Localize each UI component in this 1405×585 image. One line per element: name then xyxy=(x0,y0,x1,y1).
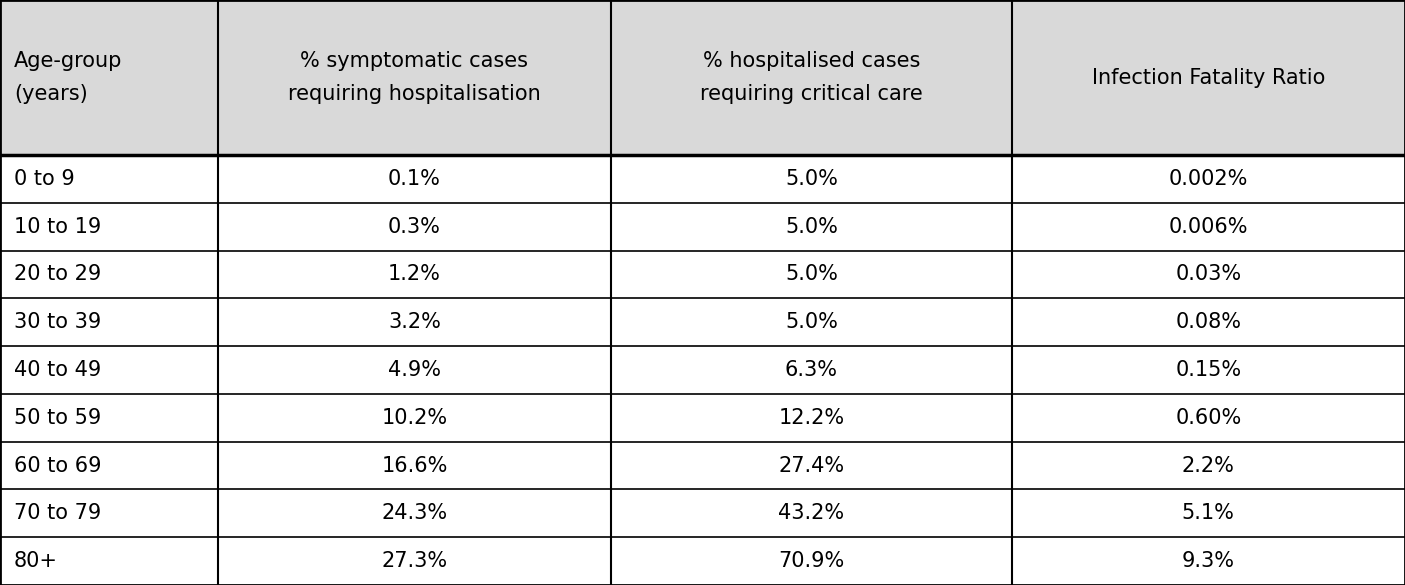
Text: 9.3%: 9.3% xyxy=(1182,551,1235,571)
Text: 16.6%: 16.6% xyxy=(381,456,448,476)
Text: 50 to 59: 50 to 59 xyxy=(14,408,101,428)
Bar xyxy=(0,0,1405,155)
Text: 4.9%: 4.9% xyxy=(388,360,441,380)
Text: 2.2%: 2.2% xyxy=(1182,456,1235,476)
Text: 0.3%: 0.3% xyxy=(388,216,441,237)
Text: 30 to 39: 30 to 39 xyxy=(14,312,101,332)
Text: % symptomatic cases
requiring hospitalisation: % symptomatic cases requiring hospitalis… xyxy=(288,51,541,104)
Text: 0.006%: 0.006% xyxy=(1169,216,1248,237)
Text: Age-group
(years): Age-group (years) xyxy=(14,51,122,104)
Text: 80+: 80+ xyxy=(14,551,58,571)
Text: 0.15%: 0.15% xyxy=(1175,360,1242,380)
Text: 0.03%: 0.03% xyxy=(1175,264,1242,284)
Text: 5.0%: 5.0% xyxy=(785,264,837,284)
Text: 70 to 79: 70 to 79 xyxy=(14,503,101,524)
Text: Infection Fatality Ratio: Infection Fatality Ratio xyxy=(1092,67,1325,88)
Text: 0.08%: 0.08% xyxy=(1176,312,1241,332)
Text: 70.9%: 70.9% xyxy=(778,551,844,571)
Text: 43.2%: 43.2% xyxy=(778,503,844,524)
Text: 20 to 29: 20 to 29 xyxy=(14,264,101,284)
Text: 0.1%: 0.1% xyxy=(388,169,441,189)
Bar xyxy=(0,155,1405,585)
Text: 0.60%: 0.60% xyxy=(1175,408,1242,428)
Text: 5.0%: 5.0% xyxy=(785,216,837,237)
Text: 5.0%: 5.0% xyxy=(785,169,837,189)
Text: 27.4%: 27.4% xyxy=(778,456,844,476)
Text: 0 to 9: 0 to 9 xyxy=(14,169,74,189)
Text: 40 to 49: 40 to 49 xyxy=(14,360,101,380)
Text: 1.2%: 1.2% xyxy=(388,264,441,284)
Text: 5.0%: 5.0% xyxy=(785,312,837,332)
Text: 6.3%: 6.3% xyxy=(785,360,837,380)
Text: 10.2%: 10.2% xyxy=(381,408,448,428)
Text: 60 to 69: 60 to 69 xyxy=(14,456,101,476)
Text: 0.002%: 0.002% xyxy=(1169,169,1248,189)
Text: 3.2%: 3.2% xyxy=(388,312,441,332)
Text: 5.1%: 5.1% xyxy=(1182,503,1235,524)
Text: 24.3%: 24.3% xyxy=(381,503,448,524)
Text: 27.3%: 27.3% xyxy=(381,551,448,571)
Text: 12.2%: 12.2% xyxy=(778,408,844,428)
Text: 10 to 19: 10 to 19 xyxy=(14,216,101,237)
Text: % hospitalised cases
requiring critical care: % hospitalised cases requiring critical … xyxy=(700,51,923,104)
